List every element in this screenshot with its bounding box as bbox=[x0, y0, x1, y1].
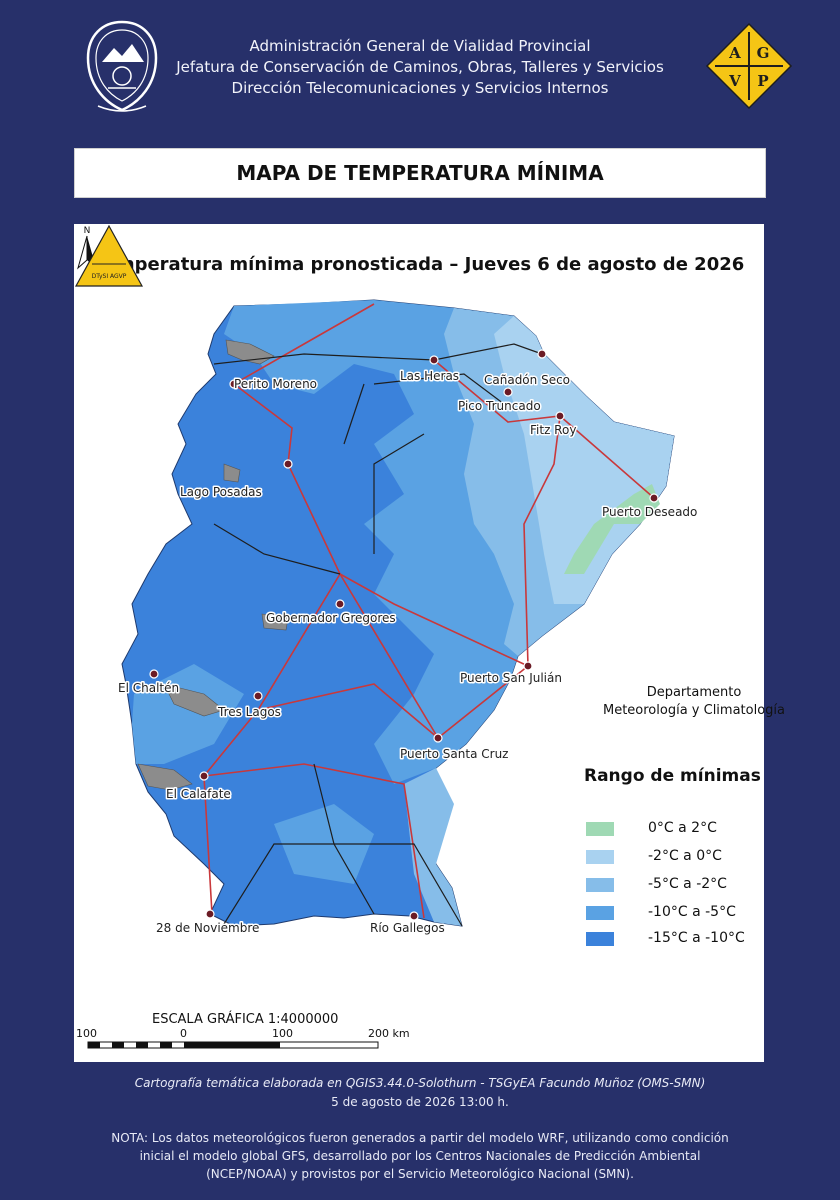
legend-label: -5°C a -2°C bbox=[648, 876, 727, 892]
lake-posadas bbox=[223, 463, 241, 483]
footer-date: 5 de agosto de 2026 13:00 h. bbox=[331, 1095, 509, 1109]
zone-0-to-2 bbox=[564, 484, 660, 574]
lake-cardiel bbox=[261, 613, 289, 631]
lake-buenos-aires bbox=[225, 339, 275, 365]
legend-label: -10°C a -5°C bbox=[648, 904, 736, 920]
legend-label: -2°C a 0°C bbox=[648, 848, 722, 864]
city-label-perito-moreno: Perito Moreno bbox=[234, 377, 317, 391]
legend-label: 0°C a 2°C bbox=[648, 820, 717, 836]
city-label-28-de-noviembre: 28 de Noviembre bbox=[156, 921, 259, 935]
city-markers bbox=[149, 349, 659, 921]
city-label-rio-gallegos: Río Gallegos bbox=[370, 921, 445, 935]
city-label-puerto-santa-cruz: Puerto Santa Cruz bbox=[400, 747, 508, 761]
city-label-canadon-seco: Cañadón Seco bbox=[484, 373, 570, 387]
scale-label: 100 bbox=[272, 1027, 293, 1040]
city-label-lago-posadas: Lago Posadas bbox=[180, 485, 262, 499]
footer-note-line-1: NOTA: Los datos meteorológicos fueron ge… bbox=[111, 1131, 729, 1145]
title-box: MAPA DE TEMPERATURA MÍNIMA bbox=[74, 148, 766, 198]
legend-swatch bbox=[586, 906, 614, 920]
footer-note-line-3: (NCEP/NOAA) y provistos por el Servicio … bbox=[206, 1167, 634, 1181]
city-label-tres-lagos: Tres Lagos bbox=[217, 705, 281, 719]
scale-label: 200 km bbox=[368, 1027, 410, 1040]
city-label-pico-truncado: Pico Truncado bbox=[458, 399, 541, 413]
agvp-letter-a: A bbox=[728, 44, 741, 62]
map-subtitle: Temperatura mínima pronosticada – Jueves… bbox=[93, 254, 745, 275]
department-caption: Departamento Meteorología y Climatología bbox=[594, 684, 794, 720]
dtysi-logo: DTySI AGVP bbox=[74, 224, 144, 287]
svg-text:N: N bbox=[84, 226, 91, 236]
lake-argentino bbox=[137, 763, 193, 791]
map-panel: Temperatura mínima pronosticada – Jueves… bbox=[74, 224, 785, 1062]
province-map: Perito Moreno Las Heras Cañadón Seco Pic… bbox=[87, 299, 699, 1049]
city-label-gobernador-gregores: Gobernador Gregores bbox=[266, 611, 396, 625]
province-seal-logo bbox=[86, 20, 158, 112]
dtysi-logo-text: DTySI AGVP bbox=[92, 273, 127, 280]
city-label-puerto-deseado: Puerto Deseado bbox=[602, 505, 697, 519]
legend-swatch bbox=[586, 850, 614, 864]
city-label-puerto-san-julian: Puerto San Julián bbox=[460, 671, 562, 685]
scale-label: 100 bbox=[76, 1027, 97, 1040]
header-line-2: Jefatura de Conservación de Caminos, Obr… bbox=[176, 58, 664, 76]
header-line-1: Administración General de Vialidad Provi… bbox=[249, 37, 591, 55]
footer-credit: Cartografía temática elaborada en QGIS3.… bbox=[134, 1076, 706, 1090]
city-label-fitz-roy: Fitz Roy bbox=[530, 423, 576, 437]
legend-label: -15°C a -10°C bbox=[648, 930, 745, 946]
agvp-letter-g: G bbox=[757, 44, 770, 62]
legend-swatch bbox=[586, 932, 614, 946]
agvp-logo: A G V P bbox=[705, 22, 793, 110]
city-label-el-chalten: El Chaltén bbox=[118, 681, 179, 695]
zone-minus-2-to-0 bbox=[494, 316, 674, 604]
footer-note-line-2: inicial el modelo global GFS, desarrolla… bbox=[139, 1149, 701, 1163]
legend-swatch bbox=[586, 878, 614, 892]
legend-title: Rango de mínimas bbox=[584, 766, 761, 786]
lake-viedma bbox=[163, 683, 225, 717]
legend-swatch bbox=[586, 822, 614, 836]
department-line-2: Meteorología y Climatología bbox=[602, 703, 785, 718]
scale-label: 0 bbox=[180, 1027, 187, 1040]
agvp-letter-v: V bbox=[728, 72, 741, 90]
city-label-las-heras: Las Heras bbox=[400, 369, 459, 383]
city-label-el-calafate: El Calafate bbox=[166, 787, 231, 801]
department-line-1: Departamento bbox=[646, 685, 742, 700]
scale-bar bbox=[87, 1041, 379, 1049]
scale-title: ESCALA GRÁFICA 1:4000000 bbox=[152, 1012, 339, 1027]
page-title: MAPA DE TEMPERATURA MÍNIMA bbox=[236, 161, 604, 185]
header-line-3: Dirección Telecomunicaciones y Servicios… bbox=[231, 79, 609, 97]
agvp-letter-p: P bbox=[757, 72, 768, 90]
